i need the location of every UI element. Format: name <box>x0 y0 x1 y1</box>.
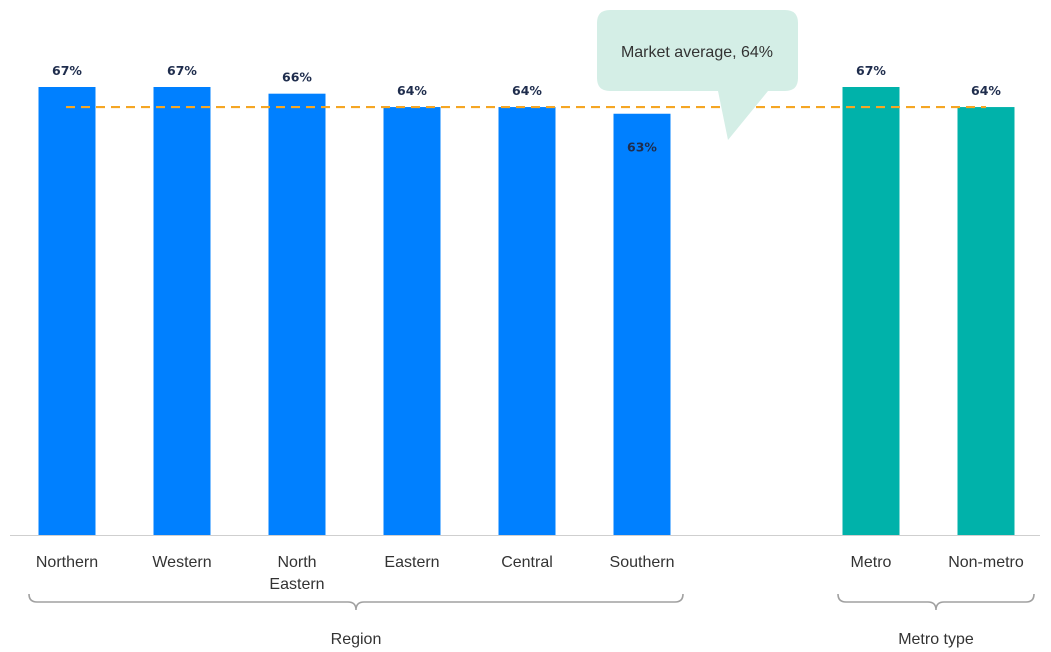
bar-north-eastern <box>268 93 326 535</box>
value-label-eastern: 64% <box>397 83 427 98</box>
group-bracket-metro-type <box>837 593 1035 611</box>
value-label-metro: 67% <box>856 63 886 78</box>
value-label-north-eastern: 66% <box>282 70 312 85</box>
bar-western <box>153 87 211 535</box>
average-callout-bubble <box>597 10 798 140</box>
bar-central <box>498 107 556 536</box>
bar-northern <box>38 87 96 535</box>
bar-southern <box>613 113 671 535</box>
bar-metro <box>842 87 900 535</box>
value-label-non-metro: 64% <box>971 83 1001 98</box>
average-callout-label: Market average, 64% <box>621 44 773 61</box>
category-label-northern: Northern <box>36 554 98 571</box>
bar-non-metro <box>957 107 1015 536</box>
group-bracket-region <box>28 593 684 611</box>
category-label-eastern: Eastern <box>384 554 439 571</box>
value-label-western: 67% <box>167 63 197 78</box>
category-label-central: Central <box>501 554 553 571</box>
category-label-non-metro: Non-metro <box>948 554 1024 571</box>
value-label-northern: 67% <box>52 63 82 78</box>
group-label-region: Region <box>331 631 382 648</box>
group-label-metro-type: Metro type <box>898 631 974 648</box>
value-label-central: 64% <box>512 83 542 98</box>
category-label-western: Western <box>152 554 211 571</box>
value-label-southern: 63% <box>627 140 657 155</box>
category-label-north-eastern: North Eastern <box>269 554 324 593</box>
bar-eastern <box>383 107 441 536</box>
category-label-southern: Southern <box>610 554 675 571</box>
category-label-metro: Metro <box>851 554 892 571</box>
